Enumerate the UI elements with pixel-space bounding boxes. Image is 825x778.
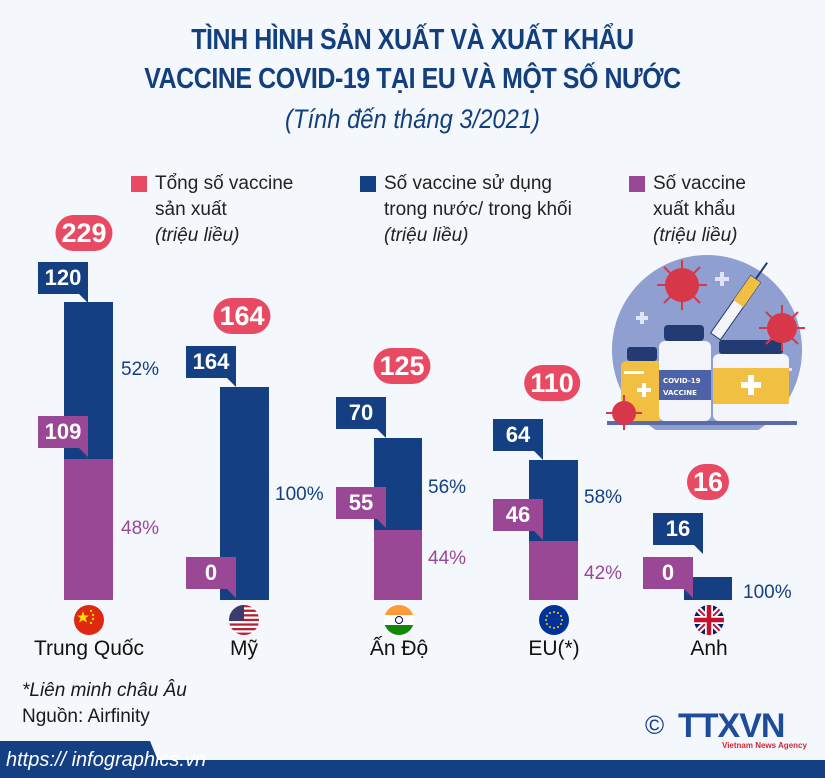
uk-flag-icon [694, 605, 724, 635]
country-label-india: Ấn Độ [369, 637, 429, 660]
domestic-label-eu: 64 [493, 419, 543, 460]
legend-swatch-domestic [360, 176, 376, 192]
vaccine-illustration: COVID-19 VACCINE [597, 250, 807, 445]
copyright-icon: © [645, 710, 665, 740]
legend-label: Tổng số vaccine [155, 173, 294, 194]
footer-url-link[interactable]: https:// infographics.vn [6, 749, 207, 771]
legend-item-export: Số vaccine xuất khẩu (triệu liều) [629, 171, 746, 249]
bar-domestic-uk [684, 577, 732, 600]
legend-unit: (triệu liều) [384, 225, 469, 246]
domestic-label-china: 120 [38, 262, 88, 303]
india-flag-icon [384, 605, 414, 635]
legend-label: sản xuất [155, 199, 227, 220]
china-flag-icon [74, 605, 104, 635]
bar-export-eu [529, 541, 578, 600]
export-label-usa: 0 [186, 557, 236, 598]
country-label-china: Trung Quốc [33, 637, 145, 660]
legend-label: xuất khẩu [653, 199, 736, 220]
total-badge-eu: 110 [524, 365, 580, 401]
source-note: Nguồn: Airfinity [22, 706, 150, 727]
ttxvn-logo-subtitle: Vietnam News Agency [722, 741, 807, 750]
footer-url-tab [0, 741, 165, 778]
vaccine-label: COVID-19 [663, 377, 701, 385]
domestic-label-india: 70 [336, 397, 386, 438]
country-label-uk: Anh [690, 637, 728, 660]
page-subtitle: (Tính đến tháng 3/2021) [285, 104, 540, 134]
usa-flag-icon [229, 605, 259, 635]
footnote-eu: *Liên minh châu Âu [22, 680, 187, 701]
page-title-line2: VACCINE COVID-19 TẠI EU VÀ MỘT SỐ NƯỚC [144, 63, 681, 95]
domestic-pct-eu: 58% [584, 487, 623, 508]
country-label-usa: Mỹ [230, 637, 258, 660]
footer-bar [0, 760, 825, 778]
bar-export-china [64, 459, 113, 600]
domestic-label-uk: 16 [653, 513, 703, 554]
country-label-eu: EU(*) [528, 637, 580, 660]
export-pct-eu: 42% [584, 563, 623, 584]
total-badge-uk: 16 [686, 464, 730, 500]
ttxvn-logo: TTXVN [678, 707, 785, 745]
domestic-label-usa: 164 [186, 346, 236, 387]
vaccine-label: VACCINE [663, 389, 697, 397]
eu-flag-icon [539, 605, 569, 635]
legend-item-domestic: Số vaccine sử dụng trong nước/ trong khố… [360, 171, 572, 249]
export-label-india: 55 [336, 487, 386, 528]
legend-unit: (triệu liều) [155, 225, 240, 246]
export-pct-india: 44% [428, 548, 467, 569]
domestic-pct-india: 56% [428, 477, 467, 498]
legend-item-total: Tổng số vaccine sản xuất (triệu liều) [131, 171, 294, 249]
legend-swatch-export [629, 176, 645, 192]
legend-label: trong nước/ trong khối [384, 199, 572, 220]
export-label-china: 109 [38, 416, 88, 457]
domestic-pct-china: 52% [121, 359, 160, 380]
domestic-pct-uk: 100% [743, 582, 792, 603]
legend-label: Số vaccine [653, 173, 746, 194]
domestic-pct-usa: 100% [275, 484, 324, 505]
export-pct-china: 48% [121, 518, 160, 539]
legend-label: Số vaccine sử dụng [384, 173, 552, 194]
total-badge-usa: 164 [213, 298, 271, 334]
bar-export-india [374, 530, 422, 600]
total-badge-india: 125 [373, 348, 431, 384]
total-badge-china: 229 [55, 215, 113, 251]
page-title-line1: TÌNH HÌNH SẢN XUẤT VÀ XUẤT KHẨU [191, 24, 634, 56]
legend-swatch-total [131, 176, 147, 192]
legend-unit: (triệu liều) [653, 225, 738, 246]
export-label-eu: 46 [493, 499, 543, 540]
export-label-uk: 0 [643, 557, 693, 598]
